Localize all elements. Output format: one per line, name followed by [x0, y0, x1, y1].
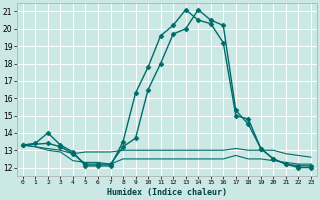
X-axis label: Humidex (Indice chaleur): Humidex (Indice chaleur) — [107, 188, 227, 197]
